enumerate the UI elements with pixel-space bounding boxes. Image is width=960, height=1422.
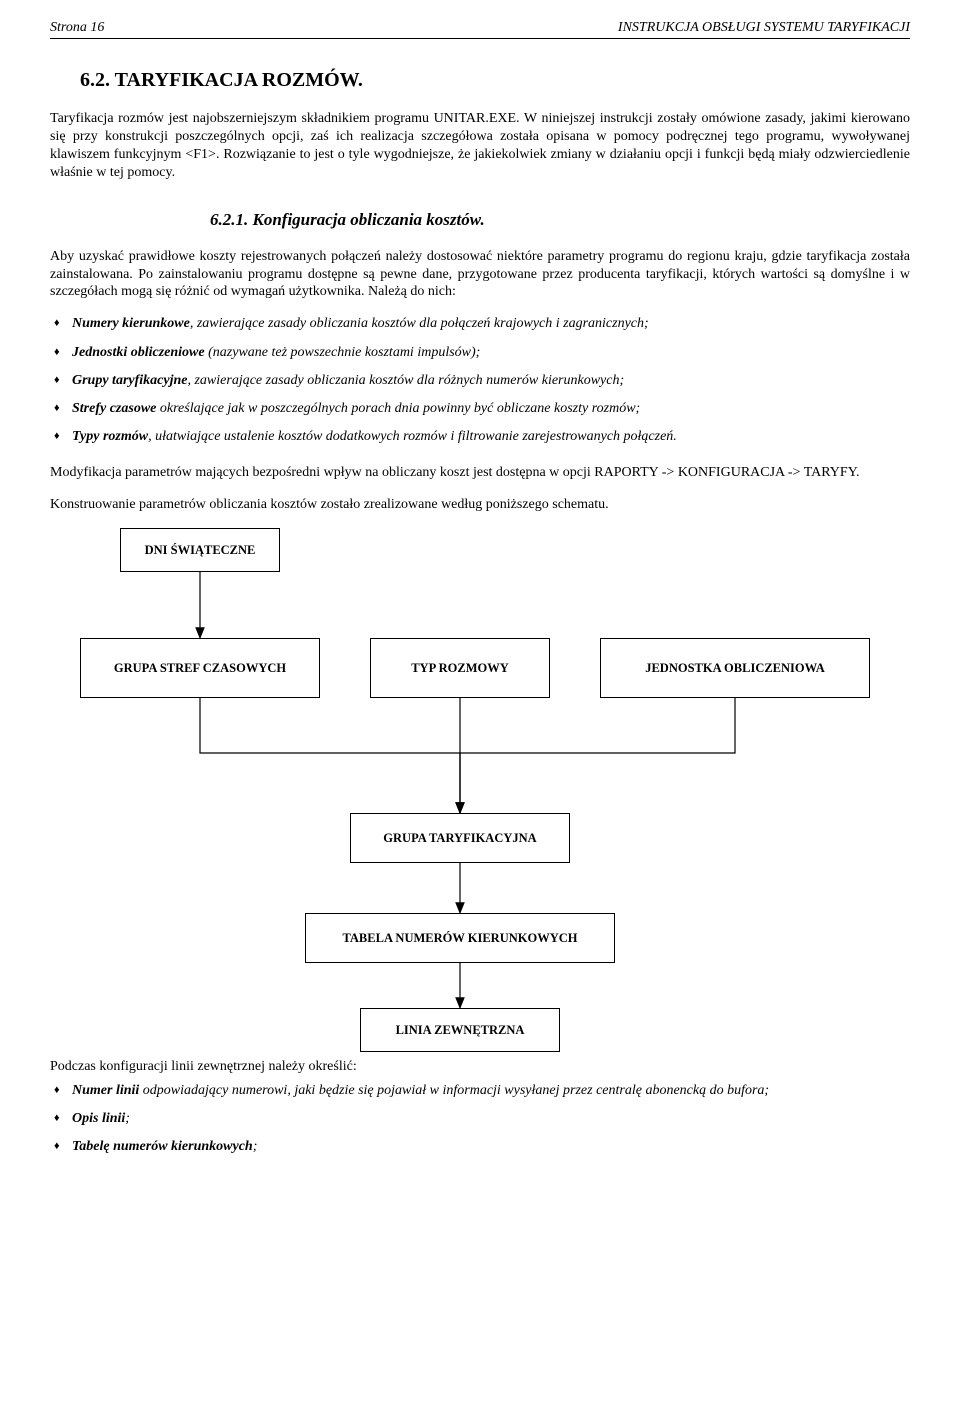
list-item-rest: , zawierające zasady obliczania kosztów … <box>190 316 649 331</box>
section-heading: 6.2. TARYFIKACJA ROZMÓW. <box>80 69 910 92</box>
list-item: Tabelę numerów kierunkowych; <box>50 1138 910 1156</box>
doc-title: INSTRUKCJA OBSŁUGI SYSTEMU TARYFIKACJI <box>618 20 910 36</box>
list-item: Opis linii; <box>50 1110 910 1128</box>
list-item-lead: Strefy czasowe <box>72 401 156 416</box>
list-item: Grupy taryfikacyjne, zawierające zasady … <box>50 372 910 390</box>
list-item-rest: ; <box>125 1111 130 1126</box>
list-item: Typy rozmów, ułatwiające ustalenie koszt… <box>50 428 910 446</box>
config-flowchart: DNI ŚWIĄTECZNE GRUPA STREF CZASOWYCH TYP R… <box>50 528 910 1048</box>
list-item-lead: Numer linii <box>72 1083 139 1098</box>
flowchart-box-zones: GRUPA STREF CZASOWYCH <box>80 638 320 698</box>
list-item-lead: Tabelę numerów kierunkowych <box>72 1139 253 1154</box>
flowchart-box-holidays: DNI ŚWIĄTECZNE <box>120 528 280 572</box>
list-item-rest: określające jak w poszczególnych porach … <box>156 401 640 416</box>
list-item: Numery kierunkowe, zawierające zasady ob… <box>50 315 910 333</box>
flowchart-arrow <box>460 698 735 813</box>
subsection-intro: Aby uzyskać prawidłowe koszty rejestrowa… <box>50 248 910 302</box>
list-item: Jednostki obliczeniowe (nazywane też pow… <box>50 344 910 362</box>
flowchart-box-calltype: TYP ROZMOWY <box>370 638 550 698</box>
list-item-rest: (nazywane też powszechnie kosztami impul… <box>205 345 481 360</box>
after-diagram-intro: Podczas konfiguracji linii zewnętrznej n… <box>50 1058 910 1076</box>
subsection-heading: 6.2.1. Konfiguracja obliczania kosztów. <box>210 210 910 230</box>
list-item-lead: Typy rozmów <box>72 429 148 444</box>
page-header: Strona 16 INSTRUKCJA OBSŁUGI SYSTEMU TAR… <box>50 20 910 39</box>
list-item-lead: Numery kierunkowe <box>72 316 190 331</box>
list-item: Strefy czasowe określające jak w poszcze… <box>50 400 910 418</box>
list-item-rest: odpowiadający numerowi, jaki będzie się … <box>139 1083 769 1098</box>
subsection-p3: Konstruowanie parametrów obliczania kosz… <box>50 496 910 514</box>
list-item-lead: Jednostki obliczeniowe <box>72 345 205 360</box>
section-paragraph: Taryfikacja rozmów jest najobszerniejszy… <box>50 110 910 182</box>
flowchart-box-unit: JEDNOSTKA OBLICZENIOWA <box>600 638 870 698</box>
subsection-p2: Modyfikacja parametrów mających bezpośre… <box>50 464 910 482</box>
feature-list: Numery kierunkowe, zawierające zasady ob… <box>50 315 910 446</box>
page-number: Strona 16 <box>50 20 104 36</box>
list-item: Numer linii odpowiadający numerowi, jaki… <box>50 1082 910 1100</box>
list-item-lead: Opis linii <box>72 1111 125 1126</box>
flowchart-connectors <box>50 528 910 1048</box>
flowchart-box-prefixes: TABELA NUMERÓW KIERUNKOWYCH <box>305 913 615 963</box>
list-item-rest: , zawierające zasady obliczania kosztów … <box>187 373 624 388</box>
flowchart-arrow <box>200 698 460 813</box>
list-item-lead: Grupy taryfikacyjne <box>72 373 187 388</box>
flowchart-box-extline: LINIA ZEWNĘTRZNA <box>360 1008 560 1052</box>
config-list: Numer linii odpowiadający numerowi, jaki… <box>50 1082 910 1157</box>
flowchart-box-tariff: GRUPA TARYFIKACYJNA <box>350 813 570 863</box>
list-item-rest: ; <box>253 1139 258 1154</box>
list-item-rest: , ułatwiające ustalenie kosztów dodatkow… <box>148 429 677 444</box>
